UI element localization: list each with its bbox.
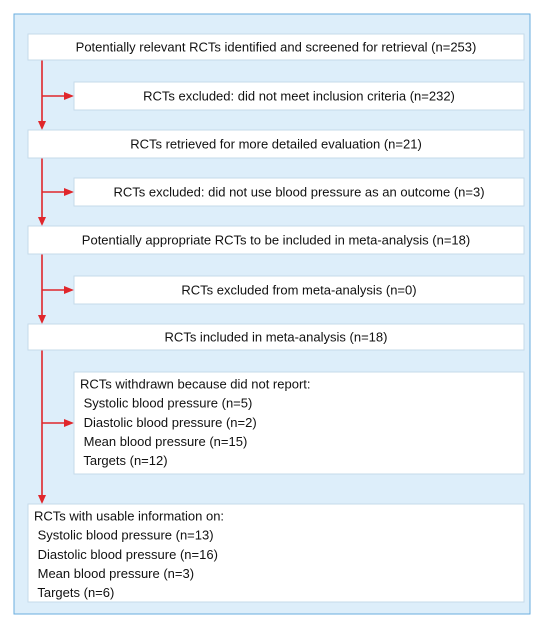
box-item: Diastolic blood pressure (n=16) [34, 547, 218, 562]
flow-box [27, 225, 525, 255]
box-item: Systolic blood pressure (n=5) [80, 396, 252, 411]
box-label: RCTs excluded from meta-analysis (n=0) [181, 282, 416, 297]
connectors [38, 60, 74, 504]
box-item: Mean blood pressure (n=3) [34, 566, 194, 581]
flow-box [73, 177, 525, 207]
box-label: Potentially appropriate RCTs to be inclu… [82, 232, 470, 247]
arrowhead [38, 121, 46, 130]
arrowhead [64, 188, 74, 196]
box-item: Systolic blood pressure (n=13) [34, 528, 214, 543]
flow-box [27, 129, 525, 159]
arrowhead [38, 315, 46, 324]
flow-box [73, 275, 525, 305]
arrowhead [64, 92, 74, 100]
box-label: Potentially relevant RCTs identified and… [76, 39, 477, 54]
flow-box [27, 323, 525, 351]
box-label: RCTs included in meta-analysis (n=18) [165, 329, 388, 344]
box-heading: RCTs with usable information on: [34, 508, 224, 523]
box-label: RCTs excluded: did not meet inclusion cr… [143, 88, 455, 103]
boxes: Potentially relevant RCTs identified and… [27, 33, 525, 603]
arrowhead [38, 217, 46, 226]
arrowhead [64, 286, 74, 294]
flow-box [73, 371, 525, 475]
arrowhead [38, 495, 46, 504]
flow-box [73, 81, 525, 111]
box-item: Diastolic blood pressure (n=2) [80, 415, 257, 430]
box-item: Targets (n=12) [80, 453, 168, 468]
box-item: Mean blood pressure (n=15) [80, 434, 247, 449]
box-label: RCTs excluded: did not use blood pressur… [113, 184, 484, 199]
box-label: RCTs retrieved for more detailed evaluat… [130, 136, 422, 151]
flow-box [27, 33, 525, 61]
flow-box [27, 503, 525, 603]
arrowhead [64, 419, 74, 427]
box-item: Targets (n=6) [34, 585, 114, 600]
box-heading: RCTs withdrawn because did not report: [80, 376, 311, 391]
